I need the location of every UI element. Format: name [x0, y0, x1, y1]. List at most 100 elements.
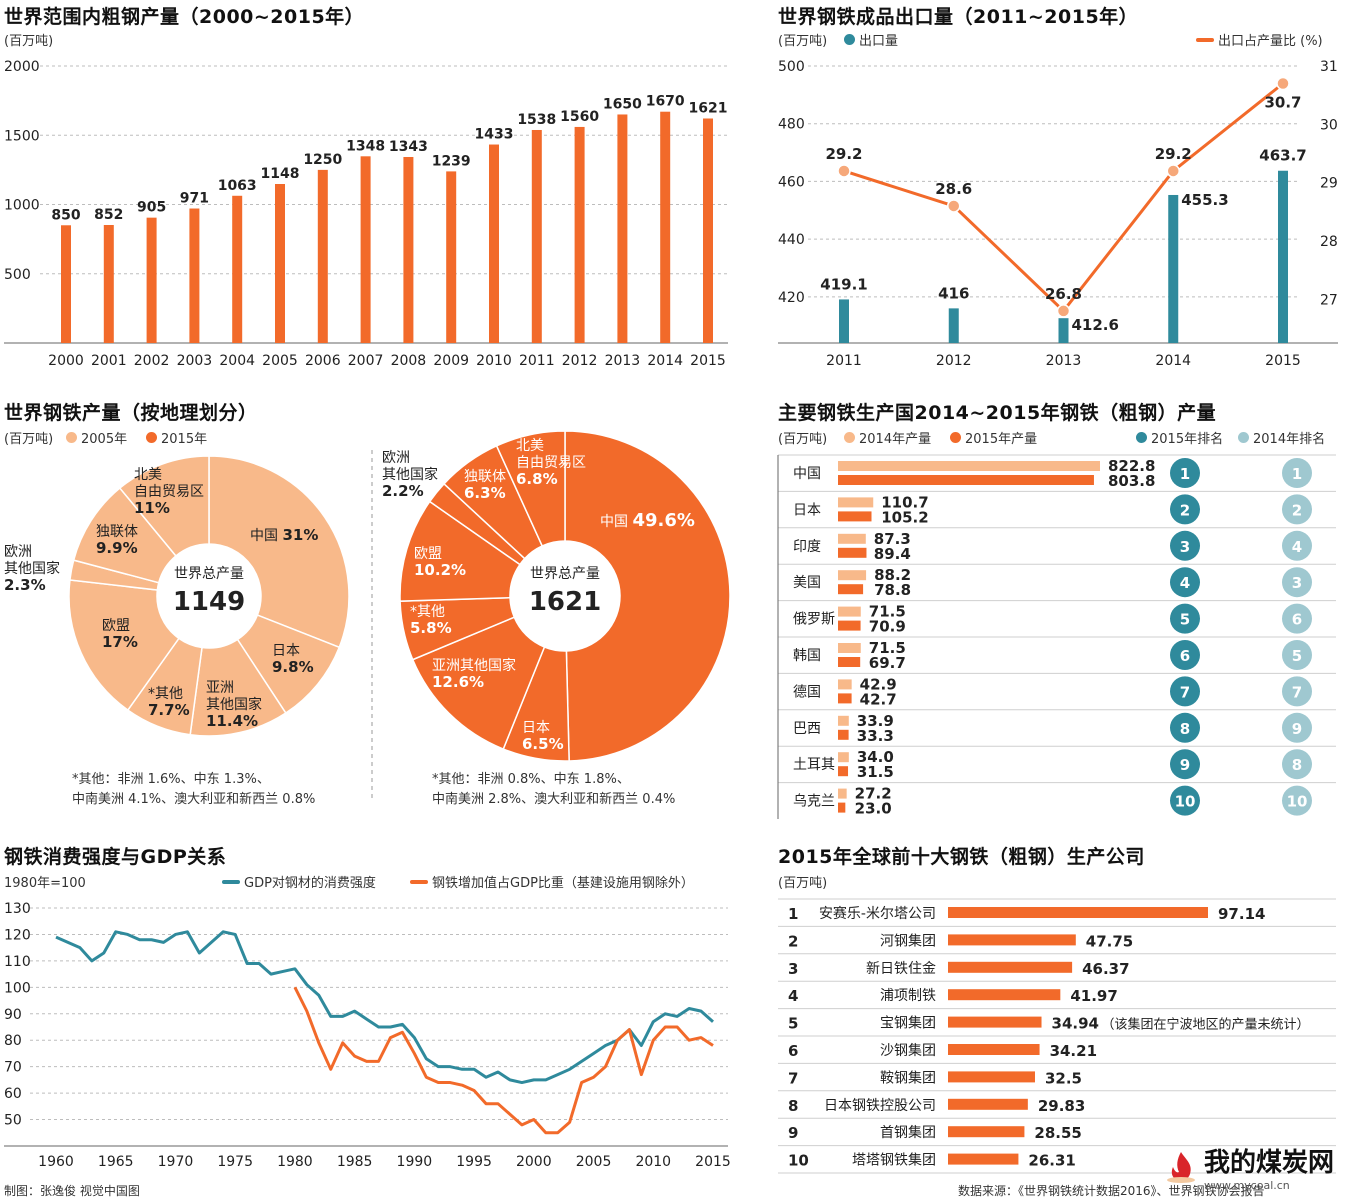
light-orange-dot-icon — [844, 432, 855, 443]
country-name: 美国 — [793, 575, 821, 591]
y-tick-label: 80 — [4, 1033, 22, 1049]
bar-2014 — [838, 570, 867, 581]
x-tick-label: 2005 — [576, 1154, 612, 1170]
ratio-label: 30.7 — [1264, 93, 1301, 111]
region-title: 世界钢铁产量（按地理划分） — [4, 402, 258, 424]
bar-value-label: 1538 — [517, 112, 556, 128]
value-2015-label: 69.7 — [869, 654, 906, 672]
company-name: 河钢集团 — [880, 932, 936, 949]
ratio-point — [1276, 76, 1290, 91]
pie-center-total: 1621 — [529, 587, 601, 617]
country-name: 德国 — [793, 684, 821, 700]
rank-2014-badge — [1282, 749, 1312, 780]
export-legend-line: 出口占产量比 (%) — [1196, 30, 1323, 49]
note-2015: *其他：非洲 0.8%、中东 1.8%、 中南美洲 2.8%、澳大利亚和新西兰 0… — [432, 770, 675, 810]
gdp-unit: 1980年=100 — [4, 876, 86, 891]
orange-dot-icon — [950, 432, 961, 443]
y-tick-label: 500 — [4, 267, 31, 283]
x-tick-label: 2008 — [391, 353, 427, 369]
y-tick-label: 2000 — [4, 59, 40, 75]
left-y-tick-label: 500 — [778, 59, 805, 75]
x-tick-label: 2015 — [695, 1154, 731, 1170]
company-name: 沙钢集团 — [880, 1042, 936, 1059]
country-title: 主要钢铁生产国2014~2015年钢铁（粗钢）产量 — [778, 402, 1217, 424]
rank-2014-number: 8 — [1292, 756, 1302, 774]
watermark-text: 我的煤炭网 — [1203, 1148, 1334, 1178]
slice-label: 欧洲 — [4, 544, 32, 560]
rank-2014-badge — [1282, 785, 1312, 816]
legend-text: 2014年排名 — [1253, 432, 1326, 447]
credit: 制图：张逸俊 视觉中国图 — [4, 1184, 140, 1198]
bar-2014 — [838, 788, 847, 799]
gdp-legend-b: 钢铁增加值占GDP比重（基建设施用钢除外） — [410, 872, 694, 891]
x-tick-label: 2002 — [134, 353, 170, 369]
left-y-tick-label: 460 — [778, 174, 805, 190]
value-2014-label: 27.2 — [855, 785, 892, 803]
bar-value-label: 971 — [180, 191, 209, 207]
right-y-tick-label: 28 — [1320, 234, 1338, 250]
bar-2015 — [838, 620, 861, 631]
bar-value-label: 905 — [137, 200, 166, 216]
slice-value: 9.8% — [272, 658, 314, 676]
rank-2014-badge — [1282, 603, 1312, 634]
bar-value-label: 850 — [51, 207, 80, 223]
bar-2015 — [838, 729, 849, 740]
pie-slice — [68, 579, 180, 712]
bar — [531, 129, 542, 343]
bar — [617, 114, 628, 343]
pie-slice — [564, 430, 731, 762]
slice-label: 自由贸易区 — [134, 484, 204, 500]
bar-value-label: 1560 — [560, 109, 599, 125]
crude-title: 世界范围内粗钢产量（2000~2015年） — [4, 6, 365, 28]
rank-2014-number: 9 — [1292, 720, 1302, 738]
region-legend-2015: 2015年 — [146, 428, 207, 447]
legend-text: 2005年 — [81, 432, 128, 447]
right-y-tick-label: 31 — [1320, 59, 1338, 75]
company-value: 34.21 — [1050, 1042, 1097, 1060]
slice-value: 11% — [134, 499, 170, 517]
company-name: 宝钢集团 — [880, 1015, 936, 1032]
bar-2015 — [838, 511, 872, 522]
x-tick-label: 1965 — [98, 1154, 134, 1170]
slice-value: 5.8% — [410, 619, 452, 637]
company-name: 鞍钢集团 — [880, 1069, 936, 1086]
watermark-logo: 我的煤炭网 www.mycoal.cn — [1164, 1142, 1334, 1192]
export-bar — [1168, 194, 1179, 343]
company-bar — [948, 1016, 1042, 1028]
pie-slice — [411, 616, 546, 751]
bar-value-label: 412.6 — [1072, 316, 1119, 334]
country-legend-rank2015: 2015年排名 — [1136, 428, 1223, 447]
export-unit: (百万吨) — [778, 34, 828, 49]
value-2014-label: 110.7 — [881, 493, 928, 511]
x-tick-label: 2000 — [516, 1154, 552, 1170]
teal-line-icon — [222, 879, 240, 884]
slice-label: 自由贸易区 — [516, 455, 586, 471]
x-tick-label: 1970 — [158, 1154, 194, 1170]
rank-2014-badge — [1282, 712, 1312, 743]
slice-value: 7.7% — [148, 701, 190, 719]
slice-value: 6.8% — [516, 470, 558, 488]
x-tick-label: 1960 — [38, 1154, 74, 1170]
y-tick-label: 130 — [4, 901, 31, 917]
light-teal-dot-icon — [1238, 432, 1249, 443]
rank-2015-number: 2 — [1180, 501, 1190, 519]
bar-value-label: 455.3 — [1181, 191, 1228, 209]
x-tick-label: 2012 — [562, 353, 598, 369]
bar — [703, 118, 713, 343]
y-tick-label: 1500 — [4, 128, 40, 144]
bar — [489, 144, 499, 343]
value-2014-label: 33.9 — [857, 712, 894, 730]
bar-value-label: 416 — [938, 284, 969, 302]
company-value: 41.97 — [1070, 987, 1117, 1005]
company-value: 26.31 — [1028, 1152, 1075, 1170]
x-tick-label: 2015 — [1265, 353, 1301, 369]
rank-2015-badge — [1170, 749, 1200, 780]
x-tick-label: 2011 — [519, 353, 555, 369]
gdp-title: 钢铁消费强度与GDP关系 — [4, 846, 227, 868]
bar — [61, 225, 71, 343]
teal-dot-icon — [844, 34, 855, 45]
slice-label: 亚洲 — [206, 680, 234, 696]
value-2014-label: 88.2 — [874, 566, 911, 584]
country-name: 土耳其 — [793, 757, 835, 773]
